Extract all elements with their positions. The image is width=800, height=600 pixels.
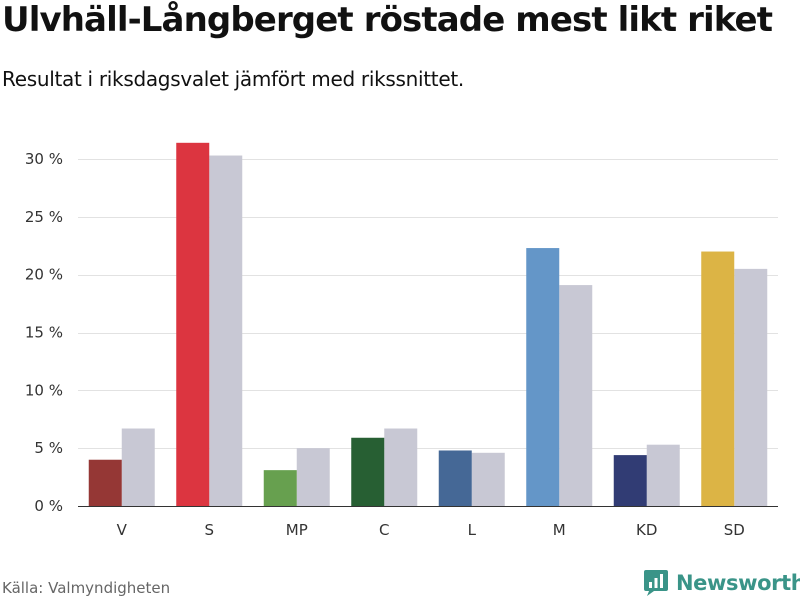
y-tick-label: 0 % xyxy=(34,497,63,515)
bar-local-s xyxy=(176,142,210,506)
bar-local-sd xyxy=(701,251,735,506)
y-tick-label: 25 % xyxy=(25,208,63,226)
x-tick-label: M xyxy=(553,521,566,539)
x-tick-label: KD xyxy=(636,521,657,539)
y-tick-label: 30 % xyxy=(25,150,63,168)
x-tick-label: MP xyxy=(286,521,308,539)
bar-national-mp xyxy=(296,448,330,506)
brand-logo: Newsworthy xyxy=(643,567,800,599)
bar-national-s xyxy=(209,155,243,506)
y-tick-label: 5 % xyxy=(34,439,63,457)
x-tick-label: S xyxy=(204,521,214,539)
bar-national-v xyxy=(121,428,155,506)
bar-local-mp xyxy=(263,470,297,506)
bar-national-kd xyxy=(646,444,680,506)
bar-local-kd xyxy=(613,455,647,506)
bar-local-m xyxy=(526,248,560,506)
bar-local-l xyxy=(438,450,472,506)
chart-title: Ulvhäll-Långberget röstade mest likt rik… xyxy=(2,0,773,40)
bar-national-m xyxy=(559,285,593,506)
bars xyxy=(88,142,768,506)
bar-local-c xyxy=(351,437,385,506)
x-axis-ticks: V S MP C L M KD SD xyxy=(117,521,745,539)
bar-national-c xyxy=(384,428,418,506)
newsworthy-logo-icon xyxy=(644,570,668,596)
bar-local-v xyxy=(88,459,122,506)
bar-national-sd xyxy=(734,268,768,506)
x-tick-label: SD xyxy=(724,521,745,539)
y-tick-label: 20 % xyxy=(25,266,63,284)
chart-subtitle: Resultat i riksdagsvalet jämfört med rik… xyxy=(2,67,464,91)
brand-name: Newsworthy xyxy=(676,571,800,595)
y-tick-label: 10 % xyxy=(25,381,63,399)
bar-national-l xyxy=(471,452,505,506)
x-tick-label: C xyxy=(379,521,389,539)
y-axis-ticks: 0 % 5 % 10 % 15 % 20 % 25 % 30 % xyxy=(25,150,63,515)
y-tick-label: 15 % xyxy=(25,324,63,342)
x-tick-label: V xyxy=(117,521,128,539)
x-tick-label: L xyxy=(468,521,477,539)
source-note: Källa: Valmyndigheten xyxy=(2,579,171,597)
